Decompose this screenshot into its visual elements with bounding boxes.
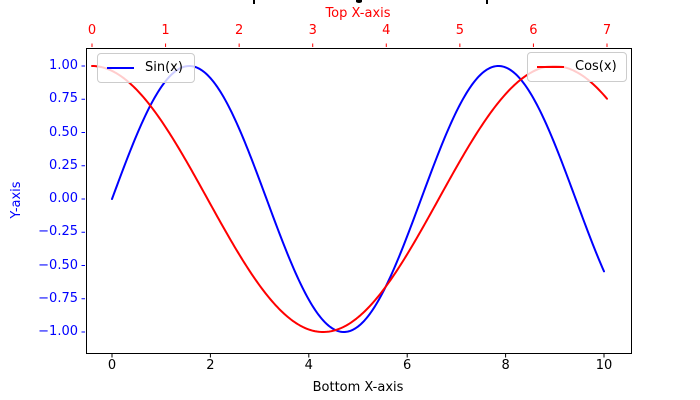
bottom-x-tick-label: 8: [501, 358, 510, 373]
bottom-x-tick-label: 6: [403, 358, 412, 373]
top-x-tick-label: 4: [382, 23, 391, 38]
y-tick-label: −0.25: [38, 224, 78, 240]
top-x-tick-label: 0: [87, 23, 97, 38]
sin-line-sample-icon: [107, 67, 134, 69]
top-x-axis-label: Top X-axis: [325, 6, 391, 21]
cos-line-sample-icon: [537, 66, 564, 68]
bottom-x-tick-label: 0: [107, 358, 117, 373]
top-x-tick-label: 3: [308, 23, 317, 38]
top-x-tick-label: 7: [602, 23, 612, 38]
y-axis-label: Y-axis: [9, 181, 24, 219]
cropped-title-fragment: [356, 0, 362, 3]
y-tick-label: 1.00: [49, 58, 78, 73]
y-tick-label: 0.00: [49, 191, 78, 206]
cropped-title-fragment: [253, 0, 255, 4]
y-tick-label: −0.50: [38, 257, 78, 273]
legend-cos: Cos(x): [527, 52, 627, 82]
cropped-title-fragment: [486, 0, 488, 4]
y-tick-label: −1.00: [38, 324, 78, 339]
bottom-x-tick-label: 4: [304, 358, 313, 373]
y-tick-label: 0.75: [49, 91, 78, 107]
plot-spines: [86, 48, 632, 354]
legend-sin-label: Sin(x): [145, 60, 183, 75]
top-x-tick-label: 5: [455, 23, 464, 38]
bottom-x-tick-label: 10: [595, 358, 613, 373]
curve-sin: [111, 65, 605, 333]
top-x-tick-label: 6: [529, 23, 538, 38]
y-tick-label: 0.50: [49, 124, 78, 140]
top-x-tick-label: 1: [161, 23, 170, 38]
y-tick-label: 0.25: [49, 157, 78, 173]
y-tick-label: −0.75: [38, 290, 78, 306]
bottom-x-axis-label: Bottom X-axis: [312, 380, 404, 395]
bottom-x-tick-label: 2: [206, 358, 215, 373]
legend-sin: Sin(x): [97, 53, 195, 83]
top-x-tick-label: 2: [235, 23, 244, 38]
curve-cos: [91, 65, 608, 333]
legend-cos-label: Cos(x): [575, 59, 617, 74]
